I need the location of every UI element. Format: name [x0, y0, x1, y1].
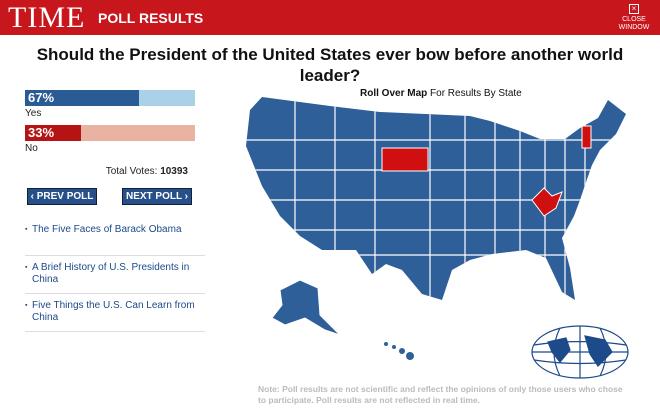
state-sd[interactable]: [381, 147, 429, 172]
next-button[interactable]: NEXT POLL ›: [122, 188, 192, 205]
us-land[interactable]: [246, 97, 626, 300]
red-states: [381, 125, 592, 217]
state-vt[interactable]: [581, 125, 592, 149]
separator: [25, 293, 205, 294]
caption-rest: For Results By State: [430, 88, 522, 99]
header-bar: [0, 0, 660, 35]
separator: [25, 255, 205, 256]
prev-button[interactable]: ‹ PREV POLL: [27, 188, 97, 205]
separator: [25, 331, 205, 332]
bar-fill: [25, 125, 82, 141]
total-label: Total Votes:: [105, 166, 158, 177]
percent-label: 67%: [28, 90, 55, 105]
state-hi[interactable]: [384, 342, 414, 360]
related-link[interactable]: A Brief History of U.S. Presidents in Ch…: [25, 262, 212, 286]
bar-rest: [138, 90, 195, 106]
logo: TIME: [8, 1, 86, 34]
note: Note: Poll results are not scientific an…: [258, 384, 623, 405]
bar-fill: [25, 90, 139, 106]
map-caption: Roll Over Map For Results By State: [360, 88, 522, 99]
total-votes: Total Votes: 10393: [60, 166, 188, 177]
caption-bold: Roll Over Map: [360, 88, 428, 99]
state-borders: [246, 97, 626, 300]
result-bar: [25, 90, 195, 106]
option-label: Yes: [25, 108, 42, 119]
related-link[interactable]: Five Things the U.S. Can Learn from Chin…: [25, 300, 212, 324]
close-text[interactable]: WINDOW: [618, 24, 650, 31]
related-link[interactable]: The Five Faces of Barack Obama: [25, 224, 212, 236]
percent-label: 33%: [28, 125, 55, 140]
total-value: 10393: [160, 166, 188, 177]
result-bar: [25, 125, 195, 141]
option-label: No: [25, 143, 38, 154]
close-text[interactable]: CLOSE: [622, 16, 646, 23]
state-wv[interactable]: [531, 187, 563, 217]
question: Should the President of the United State…: [36, 45, 624, 85]
header-title: POLL RESULTS: [98, 10, 204, 26]
state-ak[interactable]: [271, 279, 341, 336]
close-button[interactable]: × CLOSE WINDOW: [612, 4, 656, 32]
bar-rest: [81, 125, 195, 141]
globe-icon: [531, 325, 629, 379]
